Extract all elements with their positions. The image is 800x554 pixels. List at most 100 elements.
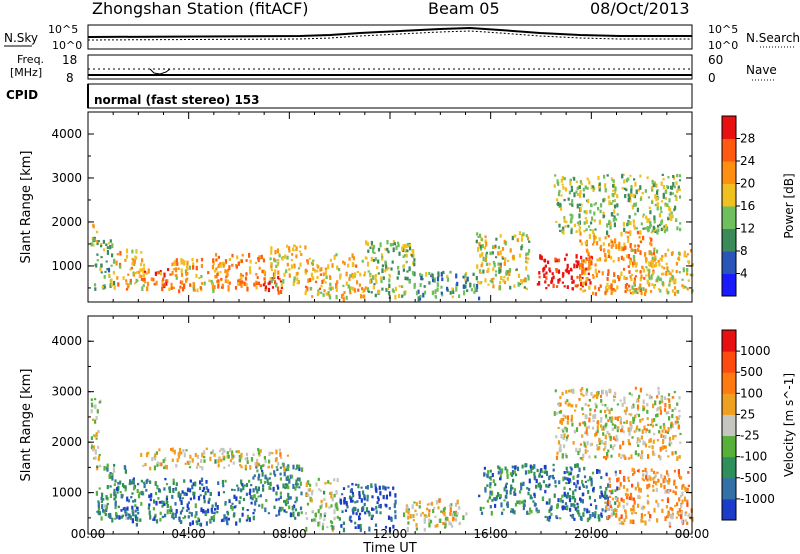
heatmap-cell bbox=[536, 468, 539, 473]
heatmap-cell bbox=[578, 512, 581, 517]
heatmap-cell bbox=[317, 477, 320, 481]
heatmap-cell bbox=[646, 402, 649, 407]
heatmap-cell bbox=[292, 464, 295, 470]
heatmap-cell bbox=[654, 473, 657, 478]
heatmap-cell bbox=[186, 460, 189, 464]
heatmap-cell bbox=[638, 487, 641, 491]
heatmap-cell bbox=[505, 482, 508, 485]
heatmap-cell bbox=[608, 219, 611, 224]
heatmap-cell bbox=[676, 416, 679, 421]
heatmap-cell bbox=[600, 490, 603, 495]
heatmap-cell bbox=[450, 503, 453, 507]
heatmap-cell bbox=[161, 286, 164, 292]
heatmap-cell bbox=[349, 489, 352, 493]
x-tick-label: 08:00 bbox=[272, 527, 307, 541]
heatmap-cell bbox=[609, 221, 612, 226]
heatmap-cell bbox=[581, 269, 584, 272]
heatmap-cell bbox=[513, 234, 517, 238]
heatmap-cell bbox=[153, 282, 156, 286]
heatmap-cell bbox=[612, 260, 615, 263]
heatmap-cell bbox=[255, 280, 258, 283]
heatmap-cell bbox=[171, 270, 174, 276]
heatmap-cell bbox=[382, 276, 385, 280]
heatmap-cell bbox=[331, 521, 334, 525]
colorbar-tick-label: 100 bbox=[740, 386, 763, 400]
heatmap-cell bbox=[684, 285, 687, 289]
heatmap-cell bbox=[623, 518, 626, 522]
heatmap-cell bbox=[353, 288, 357, 293]
heatmap-cell bbox=[639, 488, 642, 493]
heatmap-cell bbox=[281, 506, 284, 511]
heatmap-cell bbox=[661, 272, 664, 276]
heatmap-cell bbox=[665, 271, 668, 276]
heatmap-cell bbox=[270, 264, 273, 269]
heatmap-cell bbox=[645, 266, 648, 269]
heatmap-cell bbox=[135, 278, 138, 283]
heatmap-cell bbox=[604, 440, 607, 446]
heatmap-cell bbox=[392, 247, 395, 253]
heatmap-cell bbox=[99, 267, 102, 271]
heatmap-cell bbox=[255, 273, 258, 276]
heatmap-cell bbox=[608, 200, 611, 204]
heatmap-cell bbox=[129, 479, 132, 485]
heatmap-cell bbox=[349, 286, 352, 290]
heatmap-cell bbox=[604, 501, 607, 504]
heatmap-cell bbox=[675, 270, 678, 274]
heatmap-cell bbox=[261, 269, 264, 274]
heatmap-cell bbox=[576, 509, 579, 513]
heatmap-cell bbox=[406, 270, 409, 273]
heatmap-cell bbox=[622, 257, 625, 261]
heatmap-cell bbox=[494, 273, 497, 277]
heatmap-cell bbox=[91, 236, 94, 240]
heatmap-cell bbox=[615, 497, 618, 501]
heatmap-cell bbox=[195, 265, 198, 271]
heatmap-cell bbox=[440, 271, 443, 277]
heatmap-cell bbox=[645, 274, 648, 277]
heatmap-cell bbox=[649, 250, 652, 255]
heatmap-cell bbox=[428, 272, 431, 275]
heatmap-cell bbox=[675, 261, 678, 266]
heatmap-cell bbox=[157, 497, 160, 500]
heatmap-cell bbox=[516, 238, 519, 243]
heatmap-cell bbox=[594, 285, 597, 290]
heatmap-cell bbox=[595, 431, 598, 436]
heatmap-cell bbox=[93, 435, 97, 438]
heatmap-cell bbox=[101, 285, 104, 289]
heatmap-cell bbox=[671, 414, 674, 419]
heatmap-cell bbox=[629, 230, 632, 233]
heatmap-cell bbox=[610, 255, 613, 260]
heatmap-cell bbox=[635, 399, 639, 403]
heatmap-cell bbox=[426, 507, 429, 511]
heatmap-cell bbox=[319, 273, 322, 276]
heatmap-cell bbox=[573, 498, 577, 503]
heatmap-cell bbox=[548, 498, 551, 503]
noise-tick-low-left: 10^0 bbox=[52, 39, 82, 52]
heatmap-cell bbox=[661, 255, 664, 258]
heatmap-cell bbox=[344, 509, 348, 512]
heatmap-cell bbox=[564, 506, 567, 510]
heatmap-cell bbox=[674, 194, 677, 198]
heatmap-cell bbox=[553, 493, 556, 498]
heatmap-cell bbox=[239, 281, 242, 286]
heatmap-cell bbox=[396, 276, 399, 280]
heatmap-cell bbox=[229, 447, 232, 453]
heatmap-cell bbox=[613, 424, 617, 429]
heatmap-cell bbox=[178, 447, 182, 453]
heatmap-cell bbox=[430, 501, 434, 506]
heatmap-cell bbox=[591, 291, 595, 295]
heatmap-cell bbox=[233, 454, 236, 459]
heatmap-cell bbox=[203, 281, 206, 286]
heatmap-cell bbox=[486, 499, 489, 503]
heatmap-cell bbox=[181, 280, 184, 285]
heatmap-cell bbox=[452, 517, 455, 521]
colorbar-label: Power [dB] bbox=[782, 173, 796, 238]
heatmap-cell bbox=[114, 479, 117, 483]
heatmap-cell bbox=[563, 433, 566, 438]
heatmap-cell bbox=[663, 228, 666, 234]
heatmap-cell bbox=[236, 484, 239, 487]
heatmap-cell bbox=[649, 514, 652, 519]
heatmap-cell bbox=[321, 279, 324, 284]
heatmap-cell bbox=[284, 254, 287, 259]
heatmap-cell bbox=[226, 454, 229, 459]
heatmap-cell bbox=[478, 296, 481, 301]
